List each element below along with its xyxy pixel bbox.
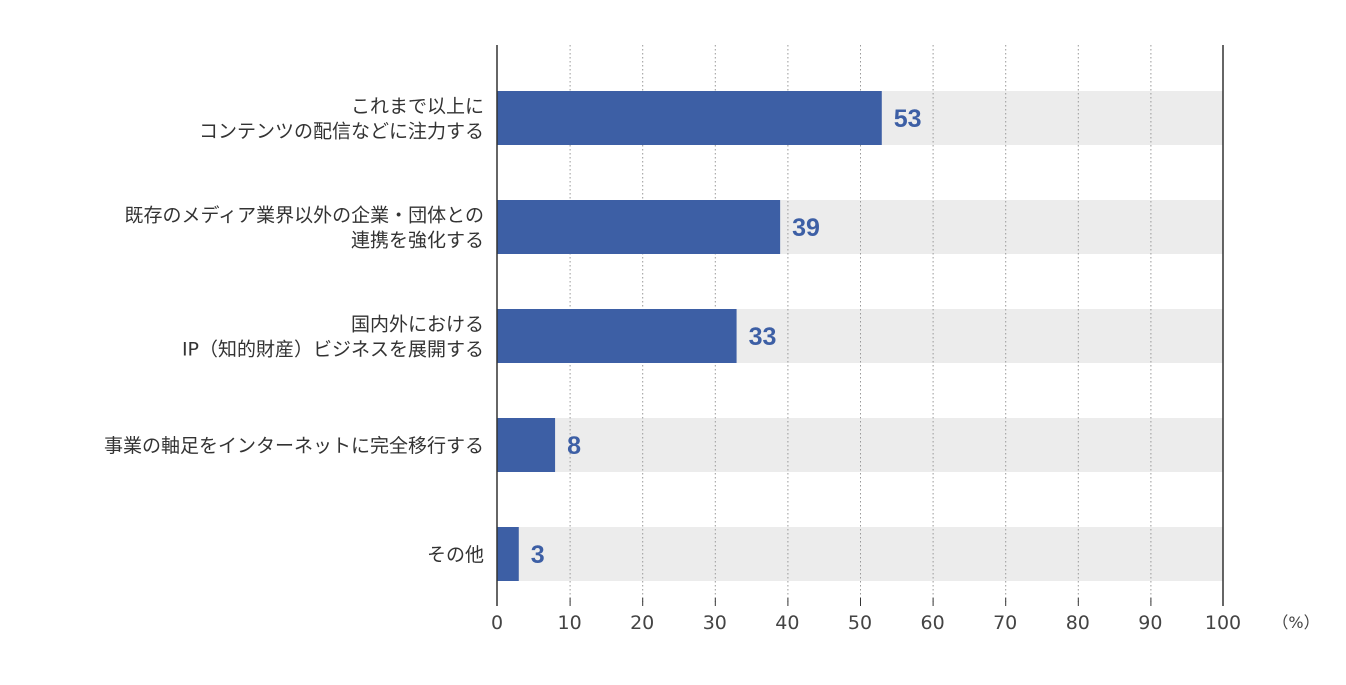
bar-1 (497, 200, 781, 254)
value-labels: 53 39 33 8 3 (531, 105, 922, 569)
x-tick-label-20: 20 (630, 612, 654, 634)
x-tick-label-10: 10 (558, 612, 582, 634)
category-label-line: 既存のメディア業界以外の企業・団体との (125, 205, 484, 227)
bar-4 (497, 527, 519, 581)
category-label-line: 連携を強化する (351, 230, 484, 252)
x-tick-label-100: 100 (1205, 612, 1241, 634)
category-label-line: 国内外における (351, 314, 484, 336)
bar-0 (497, 91, 882, 145)
x-tick-labels: 0 10 20 30 40 50 60 70 80 90 100 (491, 612, 1241, 634)
bars (497, 91, 882, 581)
x-tick-label-50: 50 (848, 612, 872, 634)
bar-3 (497, 418, 556, 472)
category-label-line: コンテンツの配信などに注力する (199, 121, 484, 143)
x-tick-label-60: 60 (921, 612, 945, 634)
category-label-line: IP（知的財産）ビジネスを展開する (182, 339, 484, 361)
value-label-3: 8 (567, 432, 581, 460)
value-label-2: 33 (749, 323, 777, 351)
category-label-1: 既存のメディア業界以外の企業・団体との連携を強化する (125, 205, 484, 252)
category-label-4: その他 (427, 544, 484, 566)
value-label-0: 53 (894, 105, 922, 133)
x-tick-label-0: 0 (491, 612, 503, 634)
x-tick-label-70: 70 (993, 612, 1017, 634)
x-unit-label: （%） (1272, 613, 1319, 632)
x-tick-label-30: 30 (703, 612, 727, 634)
x-tick-label-90: 90 (1138, 612, 1162, 634)
category-label-line: その他 (427, 544, 484, 566)
value-label-4: 3 (531, 541, 545, 569)
category-labels: これまで以上にコンテンツの配信などに注力する既存のメディア業界以外の企業・団体と… (104, 96, 484, 567)
x-tick-label-40: 40 (775, 612, 799, 634)
category-label-2: 国内外における IP（知的財産）ビジネスを展開する (182, 314, 484, 361)
x-tick-label-80: 80 (1066, 612, 1090, 634)
category-label-line: これまで以上に (351, 96, 484, 118)
category-label-0: これまで以上にコンテンツの配信などに注力する (199, 96, 484, 143)
value-label-1: 39 (792, 214, 820, 242)
axes (496, 45, 1224, 606)
bar-2 (497, 309, 737, 363)
category-label-line: 事業の軸足をインターネットに完全移行する (104, 435, 484, 457)
category-label-3: 事業の軸足をインターネットに完全移行する (104, 435, 484, 457)
